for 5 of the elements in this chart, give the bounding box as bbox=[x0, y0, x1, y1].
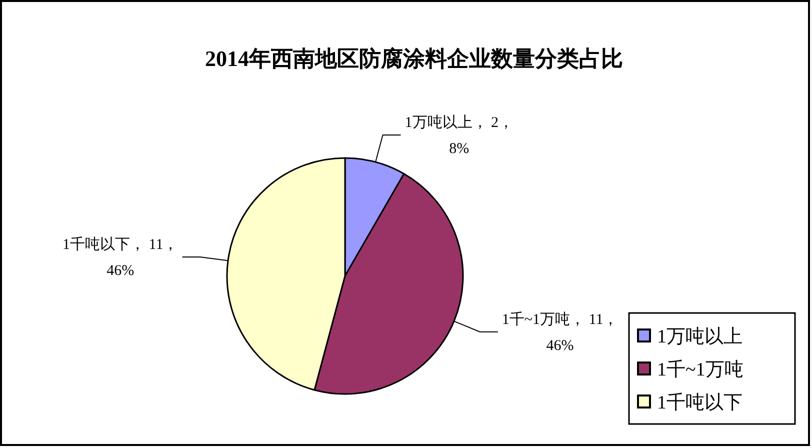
legend-label: 1千~1万吨 bbox=[657, 359, 744, 380]
title: 2014年西南地区防腐涂料企业数量分类占比 bbox=[205, 46, 623, 71]
legend-label: 1万吨以上 bbox=[657, 326, 742, 348]
legend: 1万吨以上 1千~1万吨 1千吨以下 bbox=[628, 312, 796, 425]
legend-label: 1千吨以下 bbox=[657, 392, 742, 414]
